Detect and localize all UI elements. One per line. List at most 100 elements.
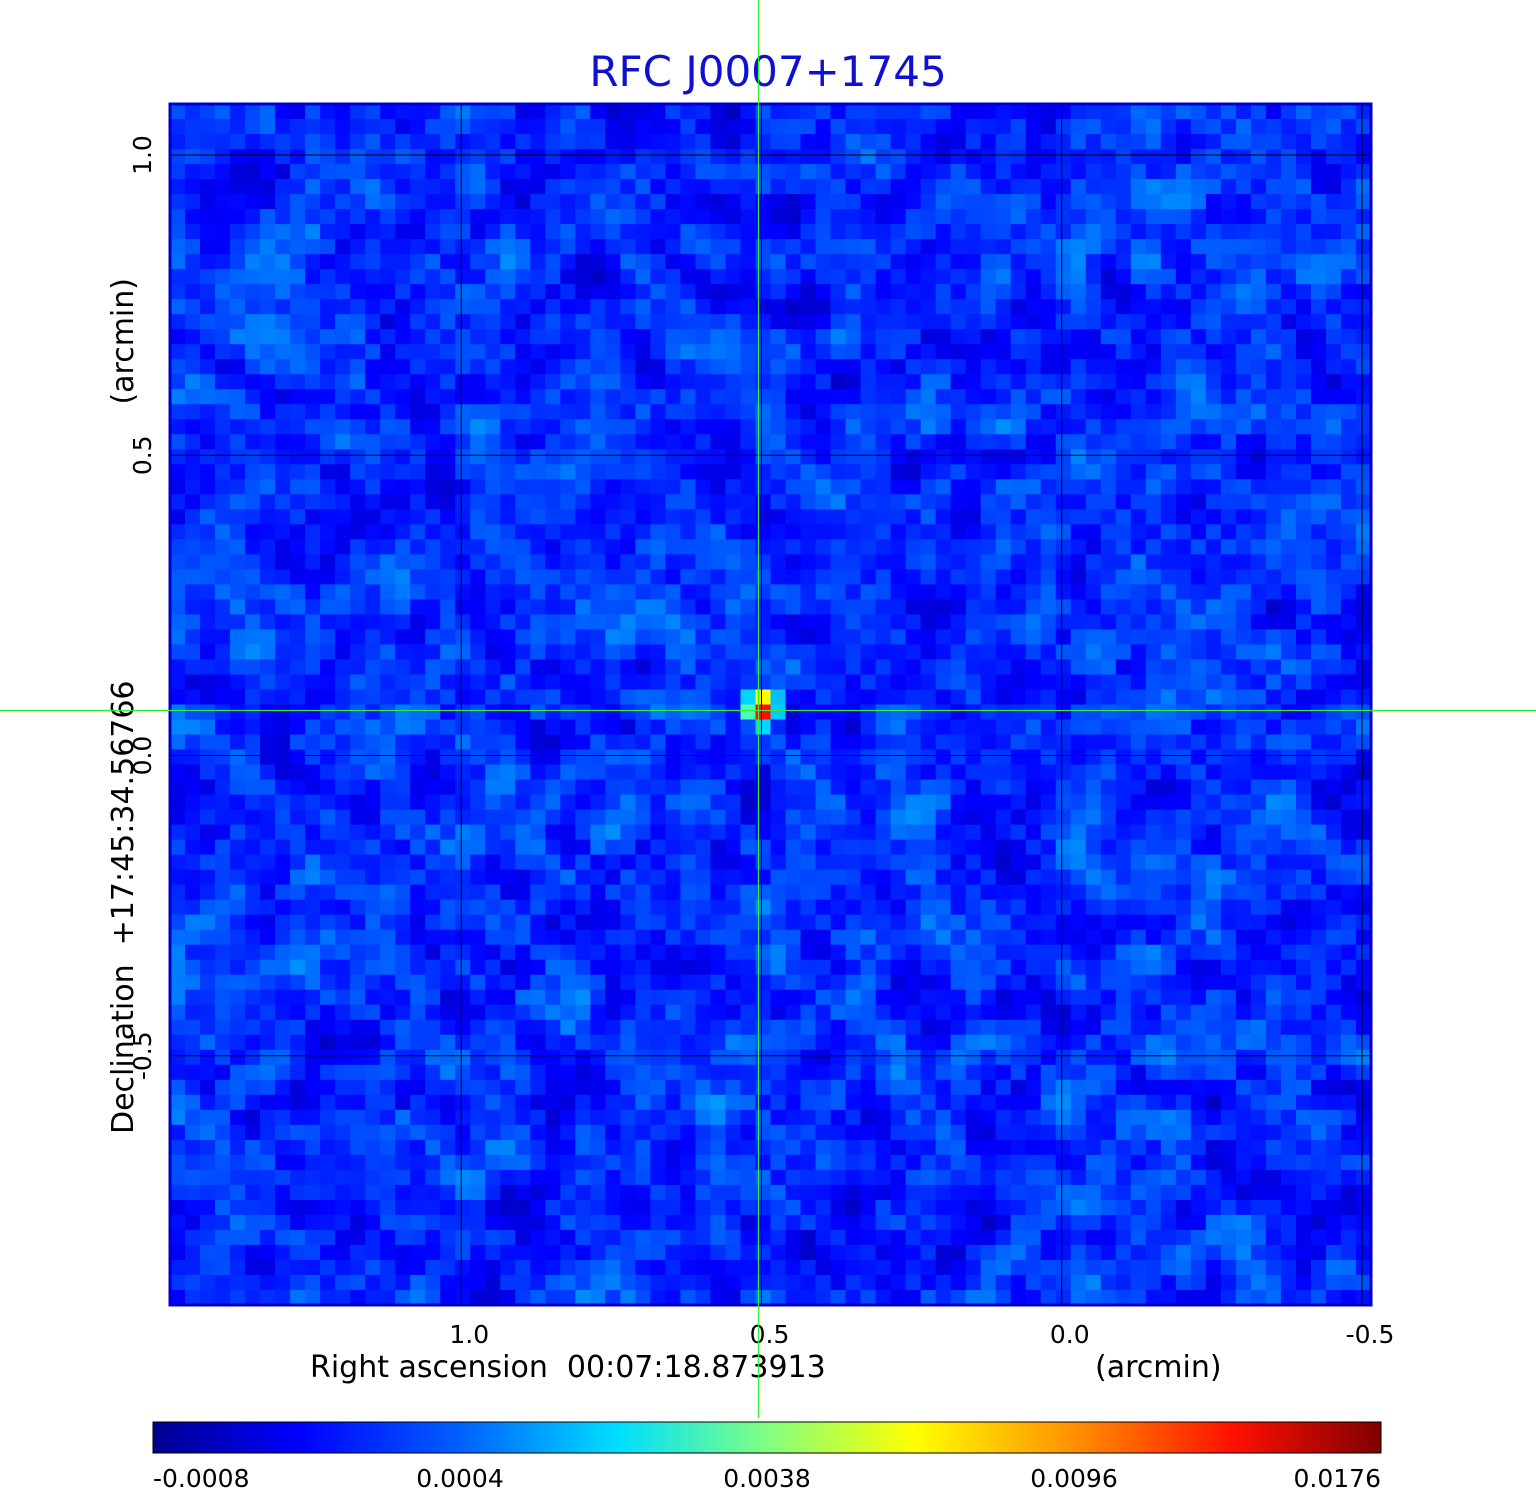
- heatmap-cell: [620, 854, 636, 871]
- heatmap-cell: [590, 644, 606, 661]
- heatmap-cell: [1175, 374, 1192, 390]
- heatmap-cell: [1145, 974, 1162, 991]
- heatmap-cell: [365, 599, 381, 616]
- heatmap-cell: [725, 764, 742, 781]
- heatmap-cell: [560, 419, 576, 435]
- heatmap-cell: [350, 839, 366, 856]
- heatmap-cell: [710, 194, 727, 210]
- heatmap-cell: [1265, 179, 1282, 195]
- heatmap-cell: [305, 164, 321, 180]
- heatmap-cell: [1250, 764, 1267, 781]
- heatmap-cell: [485, 119, 501, 135]
- heatmap-cell: [185, 554, 201, 570]
- heatmap-cell: [305, 764, 321, 781]
- heatmap-cell: [740, 779, 757, 796]
- heatmap-cell: [1070, 974, 1087, 991]
- heatmap-cell: [575, 989, 591, 1006]
- heatmap-cell: [1205, 929, 1222, 946]
- heatmap-cell: [620, 359, 636, 375]
- heatmap-cell: [830, 524, 847, 540]
- heatmap-cell: [1130, 809, 1147, 826]
- heatmap-cell: [935, 554, 952, 570]
- heatmap-cell: [905, 449, 922, 465]
- heatmap-cell: [395, 704, 411, 721]
- heatmap-cell: [1190, 944, 1207, 961]
- heatmap-cell: [1055, 584, 1072, 601]
- heatmap-cell: [560, 149, 576, 165]
- heatmap-cell: [1175, 734, 1192, 751]
- heatmap-cell: [860, 479, 877, 495]
- heatmap-cell: [1025, 794, 1042, 811]
- heatmap-cell: [1190, 284, 1207, 300]
- heatmap-cell: [275, 629, 291, 646]
- heatmap-cell: [575, 434, 591, 450]
- heatmap-cell: [680, 239, 697, 255]
- heatmap-cell: [1085, 179, 1102, 195]
- heatmap-cell: [935, 569, 952, 585]
- heatmap-cell: [920, 104, 937, 120]
- heatmap-cell: [725, 524, 742, 540]
- heatmap-cell: [515, 614, 531, 631]
- heatmap-cell: [320, 149, 336, 165]
- heatmap-cell: [545, 344, 561, 360]
- heatmap-cell: [1160, 464, 1177, 480]
- heatmap-cell: [215, 779, 231, 796]
- heatmap-cell: [365, 644, 381, 661]
- heatmap-cell: [1355, 449, 1371, 465]
- heatmap-cell: [860, 284, 877, 300]
- heatmap-cell: [740, 464, 757, 480]
- heatmap-cell: [350, 359, 366, 375]
- heatmap-cell: [935, 839, 952, 856]
- heatmap-cell: [305, 1019, 321, 1036]
- heatmap-cell: [965, 404, 982, 420]
- heatmap-cell: [680, 149, 697, 165]
- heatmap-cell: [215, 374, 231, 390]
- heatmap-cell: [545, 254, 561, 270]
- heatmap-cell: [215, 284, 231, 300]
- heatmap-cell: [245, 404, 261, 420]
- heatmap-cell: [365, 1034, 381, 1051]
- heatmap-cell: [725, 539, 742, 555]
- heatmap-cell: [485, 629, 501, 646]
- heatmap-cell: [1190, 479, 1207, 495]
- heatmap-cell: [1190, 839, 1207, 856]
- heatmap-cell: [560, 854, 576, 871]
- heatmap-cell: [1175, 929, 1192, 946]
- heatmap-cell: [1220, 434, 1237, 450]
- heatmap-cell: [755, 929, 772, 946]
- heatmap-cell: [515, 389, 531, 405]
- heatmap-cell: [1160, 524, 1177, 540]
- heatmap-cell: [1160, 104, 1177, 120]
- heatmap-cell: [785, 269, 802, 285]
- heatmap-cell: [755, 179, 772, 195]
- heatmap-cell: [575, 884, 591, 901]
- heatmap-cell: [845, 734, 862, 751]
- heatmap-cell: [455, 164, 471, 180]
- heatmap-cell: [560, 449, 576, 465]
- heatmap-cell: [590, 869, 606, 886]
- heatmap-cell: [575, 689, 591, 706]
- heatmap-cell: [605, 104, 621, 120]
- heatmap-cell: [545, 824, 561, 841]
- heatmap-cell: [275, 1034, 291, 1051]
- heatmap-cell: [1250, 644, 1267, 661]
- heatmap-cell: [1265, 494, 1282, 510]
- heatmap-cell: [875, 434, 892, 450]
- heatmap-cell: [1115, 269, 1132, 285]
- heatmap-cell: [1160, 869, 1177, 886]
- heatmap-cell: [815, 629, 832, 646]
- heatmap-cell: [995, 584, 1012, 601]
- heatmap-cell: [215, 119, 231, 135]
- heatmap-cell: [980, 599, 997, 616]
- heatmap-cell: [575, 449, 591, 465]
- heatmap-cell: [920, 194, 937, 210]
- heatmap-cell: [635, 689, 651, 706]
- heatmap-cell: [395, 239, 411, 255]
- heatmap-cell: [935, 869, 952, 886]
- heatmap-cell: [470, 809, 486, 826]
- heatmap-cell: [1250, 899, 1267, 916]
- heatmap-cell: [710, 839, 727, 856]
- heatmap-cell: [530, 419, 546, 435]
- heatmap-cell: [1250, 179, 1267, 195]
- heatmap-cell: [875, 914, 892, 931]
